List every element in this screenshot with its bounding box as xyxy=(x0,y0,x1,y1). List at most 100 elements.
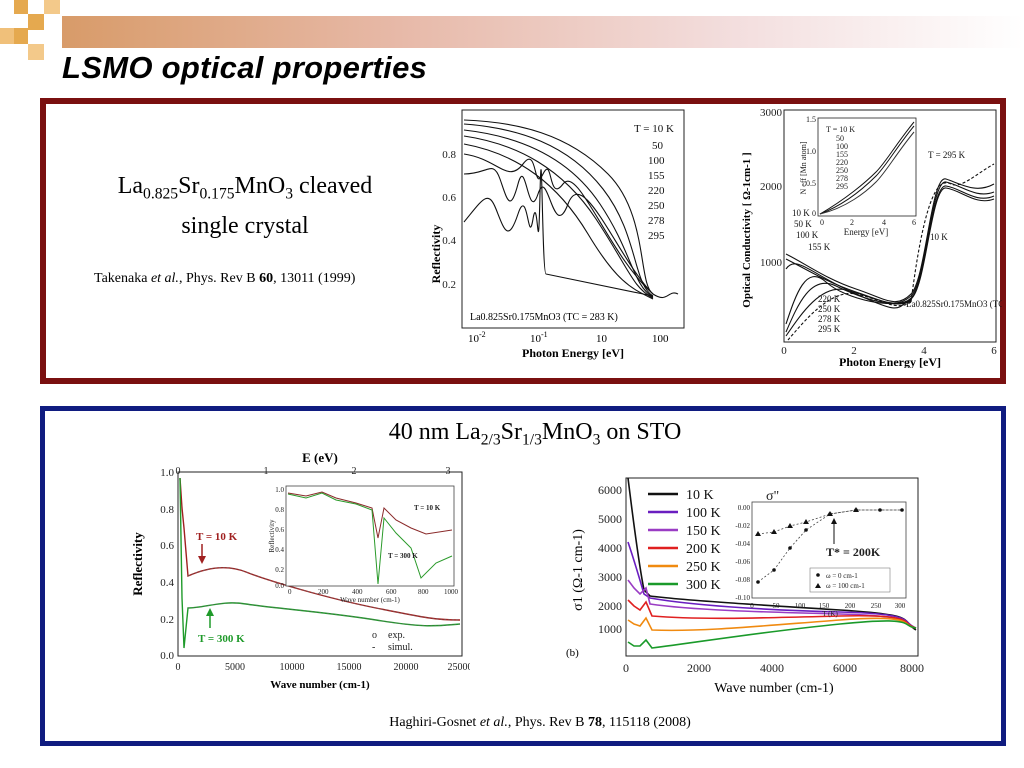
svg-text:250: 250 xyxy=(871,602,882,610)
svg-text:25000: 25000 xyxy=(448,662,471,673)
reflectivity-chart-bottom: E (eV) 0 1 2 3 0.0 0.2 0.4 0.6 0.8 1.0 0… xyxy=(130,450,471,691)
svg-text:exp.: exp. xyxy=(388,630,405,641)
conductivity-chart-top: 3000 2000 1000 0 2 4 6 Photon Energy [eV… xyxy=(741,107,1002,368)
svg-text:1.0: 1.0 xyxy=(275,486,284,494)
svg-text:0.4: 0.4 xyxy=(275,546,284,554)
svg-text:100: 100 xyxy=(836,142,848,151)
svg-text:-0.10: -0.10 xyxy=(735,594,750,602)
svg-text:100 K: 100 K xyxy=(796,230,819,240)
top-ticks: 0 1 2 3 xyxy=(176,466,451,477)
bottom-panel xyxy=(40,406,1006,746)
header-gradient-bar xyxy=(62,16,1024,48)
svg-text:1.0: 1.0 xyxy=(806,147,816,156)
y-ticks: 3000 2000 1000 xyxy=(760,107,783,269)
y-tick-label: 0.6 xyxy=(442,192,456,204)
svg-text:10 K: 10 K xyxy=(686,488,714,503)
svg-text:200: 200 xyxy=(845,602,856,610)
svg-text:0.8: 0.8 xyxy=(160,504,174,516)
svg-text:Reflectivity: Reflectivity xyxy=(268,519,276,553)
top-citation: Takenaka et al., Phys. Rev B 60, 13011 (… xyxy=(94,271,356,286)
svg-text:155: 155 xyxy=(836,150,848,159)
svg-text:T = 10 K: T = 10 K xyxy=(634,123,674,135)
svg-text:15000: 15000 xyxy=(337,662,362,673)
svg-text:4: 4 xyxy=(921,345,927,357)
y-tick-label: 0.2 xyxy=(442,279,456,291)
svg-text:0.2: 0.2 xyxy=(160,614,174,626)
svg-text:6000: 6000 xyxy=(598,483,622,497)
svg-text:5000: 5000 xyxy=(225,662,245,673)
top-panel xyxy=(40,98,1006,384)
series-300k xyxy=(627,620,917,649)
svg-text:220 K: 220 K xyxy=(818,294,841,304)
svg-text:ω = 0 cm-1: ω = 0 cm-1 xyxy=(826,572,858,580)
chart-annotation: La0.825Sr0.175MnO3 (TC = 283 K) xyxy=(470,312,618,323)
svg-text:200: 200 xyxy=(318,588,329,596)
label-300k: T = 300 K xyxy=(198,633,245,645)
svg-text:0: 0 xyxy=(820,218,824,227)
svg-text:278: 278 xyxy=(648,215,665,227)
svg-text:250: 250 xyxy=(648,200,665,212)
y-tick-label: 0.8 xyxy=(442,149,456,161)
svg-text:1: 1 xyxy=(264,466,269,477)
svg-text:10 K: 10 K xyxy=(792,208,810,218)
svg-text:-0.02: -0.02 xyxy=(735,522,750,530)
svg-text:278: 278 xyxy=(836,174,848,183)
svg-text:150: 150 xyxy=(819,602,830,610)
svg-text:100: 100 xyxy=(648,155,665,167)
svg-text:800: 800 xyxy=(418,588,429,596)
svg-text:250: 250 xyxy=(836,166,848,175)
svg-text:-0.04: -0.04 xyxy=(735,540,750,548)
svg-text:0: 0 xyxy=(750,602,754,610)
y-ticks: 6000 5000 4000 3000 2000 1000 xyxy=(598,483,622,636)
x-axis-label: Wave number (cm-1) xyxy=(714,681,834,696)
bottom-citation: Haghiri-Gosnet et al., Phys. Rev B 78, 1… xyxy=(389,715,691,730)
svg-text:0.4: 0.4 xyxy=(160,577,174,589)
svg-text:600: 600 xyxy=(386,588,397,596)
svg-text:8000: 8000 xyxy=(900,661,924,675)
svg-text:0: 0 xyxy=(176,662,181,673)
svg-text:1.0: 1.0 xyxy=(160,467,174,479)
svg-text:2000: 2000 xyxy=(760,181,783,193)
svg-text:155 K: 155 K xyxy=(808,242,831,252)
legend-bottom-reflectivity: o exp. - simul. xyxy=(372,630,413,653)
x-tick-label: 10 xyxy=(596,333,608,345)
x-tick-label: 10-2 xyxy=(468,330,486,345)
svg-text:-: - xyxy=(372,642,375,653)
svg-text:6000: 6000 xyxy=(833,661,857,675)
svg-text:0: 0 xyxy=(623,661,629,675)
svg-text:150 K: 150 K xyxy=(686,524,721,539)
series-250k xyxy=(627,616,917,632)
x-axis-label: Wave number (cm-1) xyxy=(270,679,370,691)
svg-text:10000: 10000 xyxy=(280,662,305,673)
svg-text:0: 0 xyxy=(176,466,181,477)
chart-annotation: La0.825Sr0.175MnO3 (TC = 283 K) xyxy=(906,299,1002,309)
x-ticks: 0 5000 10000 15000 20000 25000 xyxy=(176,662,471,673)
svg-text:20000: 20000 xyxy=(394,662,419,673)
conductivity-labels: T = 295 K 10 K 10 K 50 K 100 K 155 K 220… xyxy=(792,150,1002,334)
svg-text:6: 6 xyxy=(991,345,997,357)
svg-text:2: 2 xyxy=(850,218,854,227)
svg-text:155: 155 xyxy=(648,170,665,182)
svg-text:0: 0 xyxy=(812,209,816,218)
x-ticks: 0 2 4 6 xyxy=(781,345,997,357)
slide-title: LSMO optical properties xyxy=(62,50,428,85)
svg-text:50: 50 xyxy=(652,140,664,152)
svg-text:400: 400 xyxy=(352,588,363,596)
svg-text:T = 295 K: T = 295 K xyxy=(928,150,966,160)
svg-text:50: 50 xyxy=(773,602,781,610)
svg-text:0.00: 0.00 xyxy=(738,504,751,512)
svg-text:300: 300 xyxy=(895,602,906,610)
y-axis-label: Optical Conductivity [ Ω-1cm-1 ] xyxy=(741,152,753,307)
svg-text:-0.08: -0.08 xyxy=(735,576,750,584)
label-10k: T = 10 K xyxy=(196,531,238,543)
x-tick-label: 100 xyxy=(652,333,669,345)
svg-text:-0.06: -0.06 xyxy=(735,558,750,566)
svg-text:295: 295 xyxy=(836,182,848,191)
svg-text:100: 100 xyxy=(795,602,806,610)
series-100k xyxy=(627,541,917,629)
svg-text:2000: 2000 xyxy=(687,661,711,675)
svg-text:0.2: 0.2 xyxy=(275,566,284,574)
svg-text:220: 220 xyxy=(836,158,848,167)
inset-neff: 1.5 1.0 0.5 0 0 2 4 6 Energy [eV] N eff … xyxy=(799,115,917,237)
svg-text:3000: 3000 xyxy=(760,107,783,119)
